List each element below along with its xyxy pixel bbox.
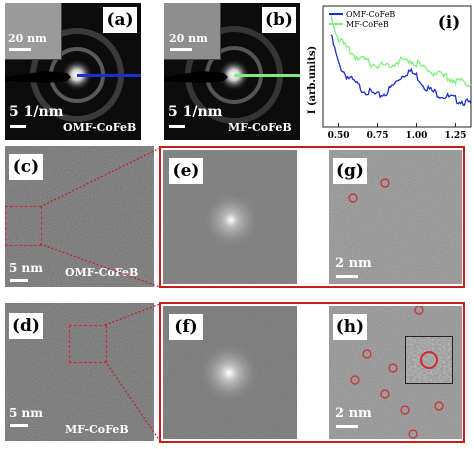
inset-scale-b: 20 nm [169, 32, 208, 45]
panel-label-b: (b) [262, 7, 296, 33]
sample-label-a: OMF-CoFeB [63, 121, 137, 134]
sample-label-d: MF-CoFeB [65, 423, 129, 436]
nanocrystal-marker [414, 306, 424, 315]
panel-b-diffraction: 20 nm (b) 5 1/nm MF-CoFeB [164, 3, 300, 140]
scale-label-d: 5 nm [9, 406, 43, 420]
inset-scale-a: 20 nm [8, 32, 47, 45]
nanocrystal-marker [380, 389, 390, 399]
panel-label-c: (c) [9, 154, 43, 180]
omf-profile-line [77, 74, 141, 77]
series-line-omf [330, 34, 472, 106]
panel-label-g: (g) [333, 158, 367, 184]
panel-label-e: (e) [169, 158, 203, 184]
diffraction-pattern-a [5, 28, 141, 122]
panel-label-d: (d) [9, 313, 43, 339]
panel-label-a: (a) [103, 7, 137, 33]
panel-i-chart: 0.50 0.75 1.00 1.25 OMF-CoFeB MF-CoFeB I… [305, 0, 474, 148]
frame-e-g [159, 146, 465, 288]
panel-e-fft: (e) [163, 150, 297, 284]
nanocrystal-marker [388, 363, 398, 373]
legend-label-omf: OMF-CoFeB [346, 10, 395, 19]
x-tick-label: 1.25 [444, 131, 466, 141]
x-tick-label: 0.50 [328, 131, 350, 141]
panel-g-hrtem-zoom: (g) 2 nm [329, 150, 462, 284]
magnified-crystal [406, 337, 452, 383]
scale-bar-b [169, 125, 185, 128]
panel-h-hrtem-zoom: (h) 2 nm [329, 306, 462, 439]
nanocrystal-marker [434, 401, 444, 411]
panel-f-fft: (f) [163, 306, 297, 439]
scale-label-b: 5 1/nm [168, 104, 223, 120]
inset-scale-bar-b [170, 48, 192, 51]
nanocrystal-marker [408, 429, 418, 439]
highlight-box-c [5, 206, 42, 246]
highlight-box-d [69, 325, 107, 363]
panel-c-hrtem: (c) 5 nm OMF-CoFeB [5, 146, 154, 287]
scale-label-g: 2 nm [335, 256, 372, 271]
sample-label-c: OMF-CoFeB [65, 266, 139, 279]
scale-bar-g [336, 275, 358, 278]
frame-f-h [159, 302, 465, 443]
panel-d-hrtem: (d) 5 nm MF-CoFeB [5, 303, 154, 441]
panel-label-h: (h) [333, 314, 367, 340]
nanocrystal-marker [350, 375, 360, 385]
scale-bar-a [10, 125, 26, 128]
scale-bar-h [336, 425, 358, 428]
nanocrystal-marker [400, 405, 410, 415]
panel-a-diffraction: 20 nm (a) 5 1/nm OMF-CoFeB [5, 3, 141, 140]
x-tick-label: 0.75 [367, 131, 389, 141]
scale-label-c: 5 nm [9, 261, 43, 275]
y-axis-label: I (arb.units) [307, 46, 318, 114]
nanocrystal-marker [362, 349, 372, 359]
sample-label-b: MF-CoFeB [228, 121, 292, 134]
series-line-mf [330, 13, 472, 88]
inset-image-b: 20 nm [164, 3, 221, 60]
panel-label-i: (i) [432, 10, 466, 36]
scale-bar-d [10, 424, 28, 427]
inset-scale-bar-a [9, 48, 31, 51]
intensity-chart: 0.50 0.75 1.00 1.25 OMF-CoFeB MF-CoFeB I… [307, 5, 472, 141]
magnified-inset-h [405, 336, 453, 384]
panel-label-f: (f) [169, 314, 203, 340]
scale-label-a: 5 1/nm [9, 104, 64, 120]
legend-label-mf: MF-CoFeB [346, 20, 389, 29]
nanocrystal-marker [348, 193, 358, 203]
x-tick-label: 1.00 [406, 131, 428, 141]
scale-label-h: 2 nm [335, 406, 372, 421]
diffraction-pattern-b [164, 26, 300, 124]
scale-bar-c [10, 279, 28, 282]
mf-profile-line [234, 74, 300, 77]
inset-image-a: 20 nm [5, 3, 62, 60]
nanocrystal-marker [380, 178, 390, 188]
